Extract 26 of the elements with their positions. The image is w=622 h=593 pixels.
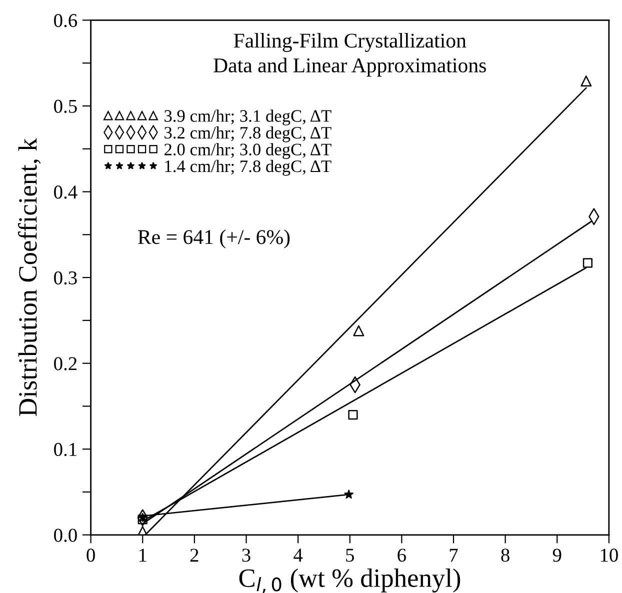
legend-label: 2.0 cm/hr; 3.0 degC, ΔT	[164, 143, 332, 159]
legend-label: 3.9 cm/hr; 3.1 degC, ΔT	[164, 110, 332, 126]
x-tick-label: 10	[600, 548, 618, 562]
x-tick-label: 8	[501, 548, 510, 562]
y-tick-label: 0.3	[54, 271, 77, 285]
y-tick-label: 0.0	[54, 528, 77, 542]
y-tick-label: 0.4	[54, 186, 78, 199]
x-tick-label: 9	[552, 548, 562, 562]
y-axis-title: Distribution Coefficient, k	[18, 138, 41, 416]
x-tick-label: 7	[450, 548, 458, 562]
y-tick-label: 0.2	[54, 357, 77, 370]
legend-label: 3.2 cm/hr; 7.8 degC, ΔT	[164, 126, 332, 142]
legend-label: 1.4 cm/hr; 7.8 degC, ΔT	[165, 160, 332, 176]
x-tick-label: 1	[139, 548, 146, 562]
x-tick-label: 5	[346, 548, 354, 562]
y-tick-label: 0.5	[54, 100, 77, 113]
x-tick-label: 2	[190, 548, 198, 562]
x-tick-label: 0	[86, 548, 95, 562]
y-tick-label: 0.1	[54, 442, 76, 456]
x-tick-label: 6	[398, 548, 406, 562]
annotation: Re = 641 (+/- 6%)	[138, 229, 290, 248]
x-tick-label: 4	[294, 548, 303, 562]
x-axis-title: C$_{l,0}$ (wt % diphenyl)	[239, 568, 460, 593]
text: Falling-Film Crystallization Data and Linear Approximations	[214, 33, 486, 77]
y-tick-label: 0.6	[54, 14, 78, 28]
x-tick-label: 3	[242, 548, 250, 562]
